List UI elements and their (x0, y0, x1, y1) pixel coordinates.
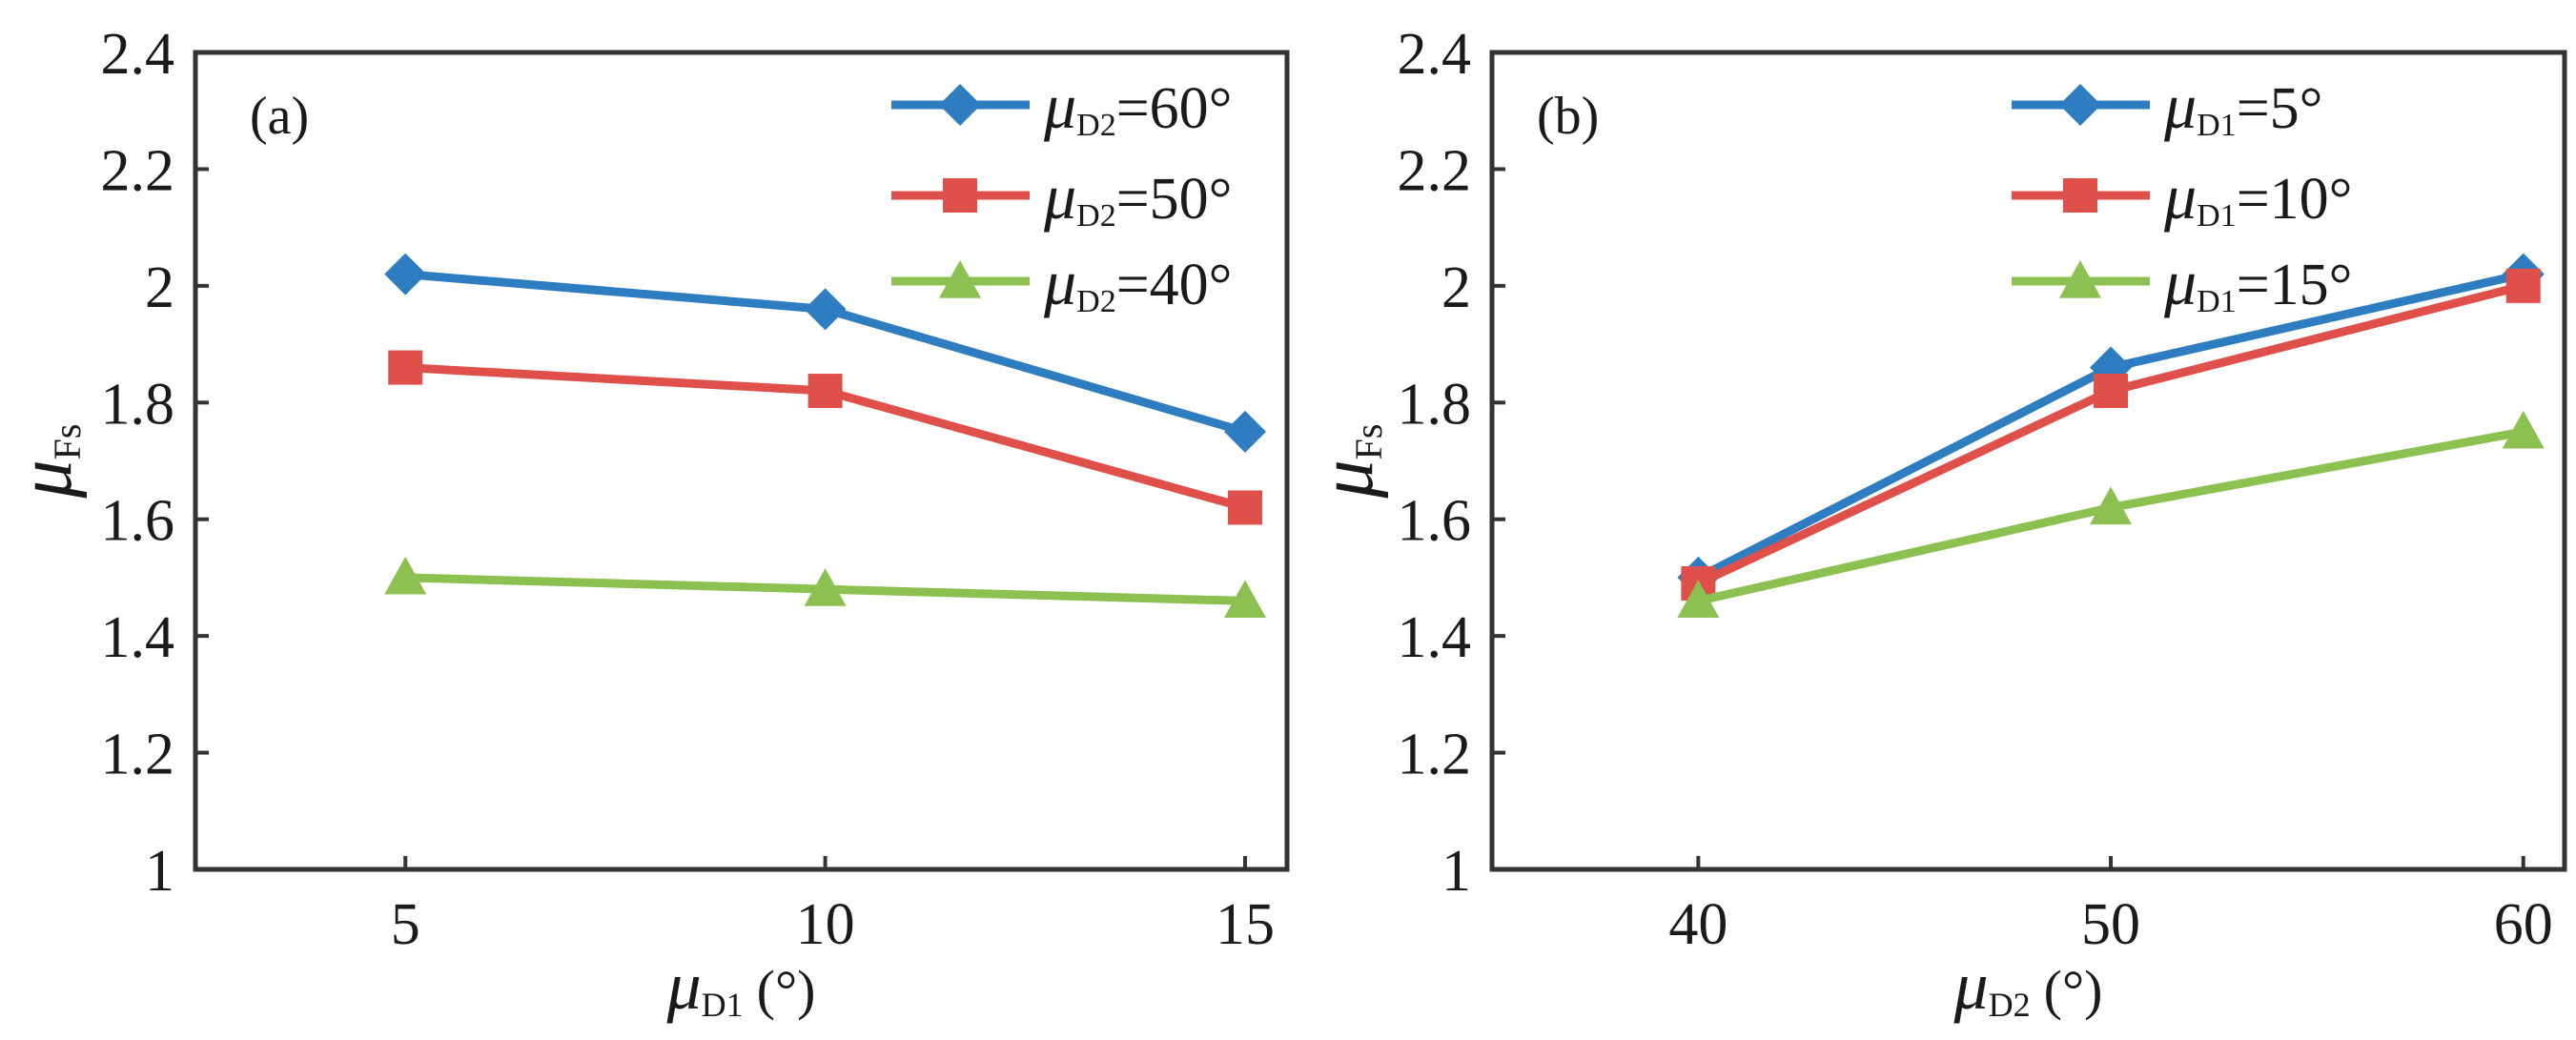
data-point (808, 374, 843, 409)
series-2 (1677, 410, 2545, 619)
x-tick-label: 60 (2494, 892, 2553, 957)
plot-frame (193, 50, 1290, 872)
legend-label: μD2=50° (1043, 160, 1232, 234)
series-0 (1677, 253, 2545, 599)
legend-item: μD1=5° (2012, 70, 2322, 143)
y-tick-label: 2.4 (1398, 22, 1472, 87)
legend-marker (2059, 84, 2101, 126)
y-tick-label: 1.4 (101, 605, 175, 670)
y-tick-label: 1.4 (1398, 605, 1472, 670)
y-tick-label: 1.2 (1398, 723, 1472, 787)
y-tick-label: 1.8 (101, 372, 175, 437)
data-point (388, 350, 423, 385)
data-point (2502, 410, 2545, 449)
data-point (1677, 580, 1720, 619)
legend-item: μD1=10° (2012, 160, 2352, 234)
legend-label: μD1=5° (2163, 70, 2322, 143)
x-axis-label: μD2 (°) (1953, 948, 2103, 1024)
x-tick-label: 10 (796, 892, 855, 957)
series-1 (388, 350, 1262, 525)
y-tick-label: 2 (145, 255, 174, 320)
x-axis-label: μD1 (°) (666, 948, 816, 1024)
data-point (2094, 374, 2129, 409)
x-tick-label: 50 (2081, 892, 2140, 957)
data-point (384, 556, 427, 595)
y-tick-label: 1 (145, 839, 174, 904)
data-point (2090, 486, 2133, 525)
legend-label: μD1=15° (2163, 246, 2352, 319)
data-point (804, 288, 847, 331)
y-tick-label: 2 (1441, 255, 1471, 320)
y-tick-label: 1.2 (101, 723, 175, 787)
x-tick-label: 15 (1216, 892, 1275, 957)
y-axis-label: μFs (4, 424, 89, 500)
x-tick-label: 40 (1668, 892, 1728, 957)
legend-item: μD2=40° (891, 246, 1232, 319)
panel-label: (b) (1537, 87, 1599, 146)
y-tick-label: 2.2 (1398, 138, 1472, 203)
legend: μD2=60° μD2=50° μD2=40° (891, 70, 1232, 319)
data-point (2505, 268, 2541, 303)
series-2 (384, 556, 1266, 619)
legend-marker (2063, 178, 2097, 213)
legend-item: μD2=50° (891, 160, 1232, 234)
y-tick-label: 2.4 (101, 22, 175, 87)
panel-label: (a) (250, 87, 309, 146)
legend-marker (939, 84, 981, 126)
series-0 (384, 253, 1266, 453)
legend-label: μD2=60° (1043, 70, 1232, 143)
plot-frame (1489, 50, 2567, 872)
chart-panel-a: 1 1.2 1.4 1.6 1.8 2 2.2 2.4 5 10 15 (a) μD1 (°) μFs μD2… (4, 22, 1290, 1024)
data-point (804, 568, 847, 606)
data-point (1223, 580, 1266, 619)
series-1 (1681, 268, 2541, 602)
data-point (1227, 490, 1262, 525)
y-tick-label: 1.8 (1398, 372, 1472, 437)
legend-marker (939, 260, 981, 298)
legend: μD1=5° μD1=10° μD1=15° (2012, 70, 2352, 319)
x-tick-label: 5 (391, 892, 420, 957)
data-point (1223, 410, 1266, 453)
data-point (384, 253, 427, 296)
legend-label: μD2=40° (1043, 246, 1232, 319)
chart-panel-b: 1 1.2 1.4 1.6 1.8 2 2.2 2.4 40 50 60 (b) μD2 (°) μFs μD… (1305, 22, 2567, 1024)
y-tick-label: 1 (1441, 839, 1471, 904)
legend-marker (943, 178, 977, 213)
y-tick-label: 1.6 (1398, 489, 1472, 554)
y-axis-label: μFs (1305, 424, 1390, 500)
series-line (1693, 281, 2528, 588)
legend-item: μD1=15° (2012, 246, 2352, 319)
y-tick-label: 2.2 (101, 138, 175, 203)
legend-item: μD2=60° (891, 70, 1232, 143)
y-tick-label: 1.6 (101, 489, 175, 554)
legend-label: μD1=10° (2163, 160, 2352, 234)
legend-marker (2059, 260, 2101, 298)
